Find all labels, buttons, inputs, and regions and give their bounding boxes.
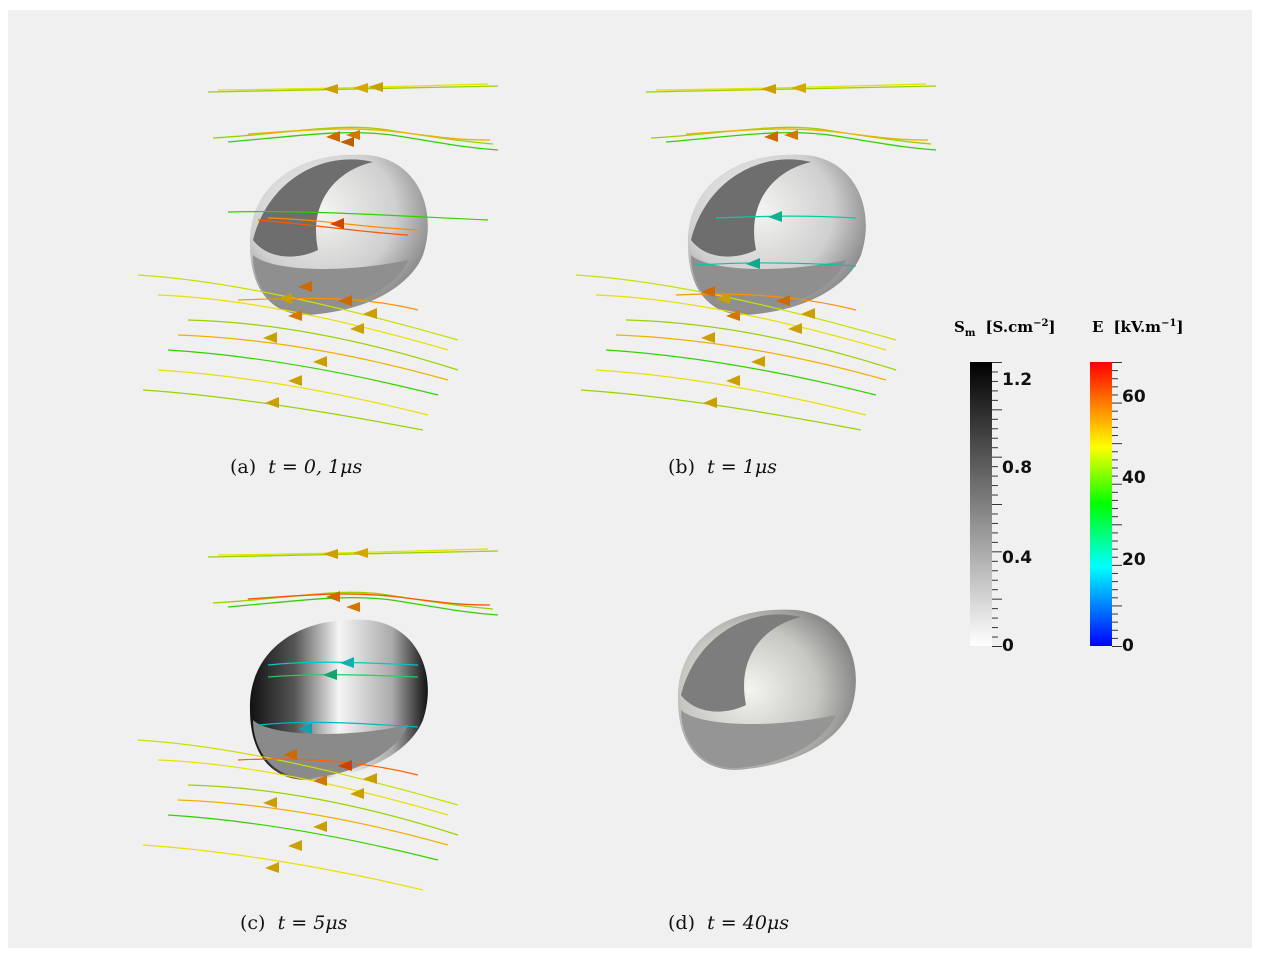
vesicle-shape xyxy=(678,610,856,770)
colorbar-sm-tick-4: 0 xyxy=(1002,636,1014,656)
colorbar-e-tick-3: 20 xyxy=(1122,550,1146,570)
colorbar-sm-tick-3: 0.4 xyxy=(1002,548,1032,568)
caption-a: (a) t = 0, 1μs xyxy=(230,456,362,478)
colorbar-sm-tick-1: 1.2 xyxy=(1002,370,1032,390)
vesicle-shape xyxy=(250,620,428,780)
caption-c: (c) t = 5μs xyxy=(240,912,347,934)
caption-b: (b) t = 1μs xyxy=(668,456,777,478)
panel-a-render xyxy=(118,70,538,450)
panel-b-render xyxy=(556,70,976,450)
arrowheads-top xyxy=(323,82,383,147)
colorbar-sm-ticks xyxy=(992,362,1004,648)
colorbar-sm-title: Sm [S.cm−2] xyxy=(954,318,1056,339)
colorbar-e-tick-1: 60 xyxy=(1122,387,1146,407)
figure-canvas: (a) t = 0, 1μs xyxy=(8,10,1252,948)
colorbar-e-tick-2: 40 xyxy=(1122,468,1146,488)
colorbar-sm-gradient xyxy=(970,362,992,646)
colorbar-sm-tick-2: 0.8 xyxy=(1002,458,1032,478)
caption-d: (d) t = 40μs xyxy=(668,912,789,934)
colorbar-e-gradient xyxy=(1090,362,1112,646)
panel-d-render xyxy=(556,535,976,905)
panel-c-render xyxy=(118,535,538,905)
colorbar-e-tick-4: 0 xyxy=(1122,636,1134,656)
colorbar-e-title: E [kV.m−1] xyxy=(1092,318,1184,336)
